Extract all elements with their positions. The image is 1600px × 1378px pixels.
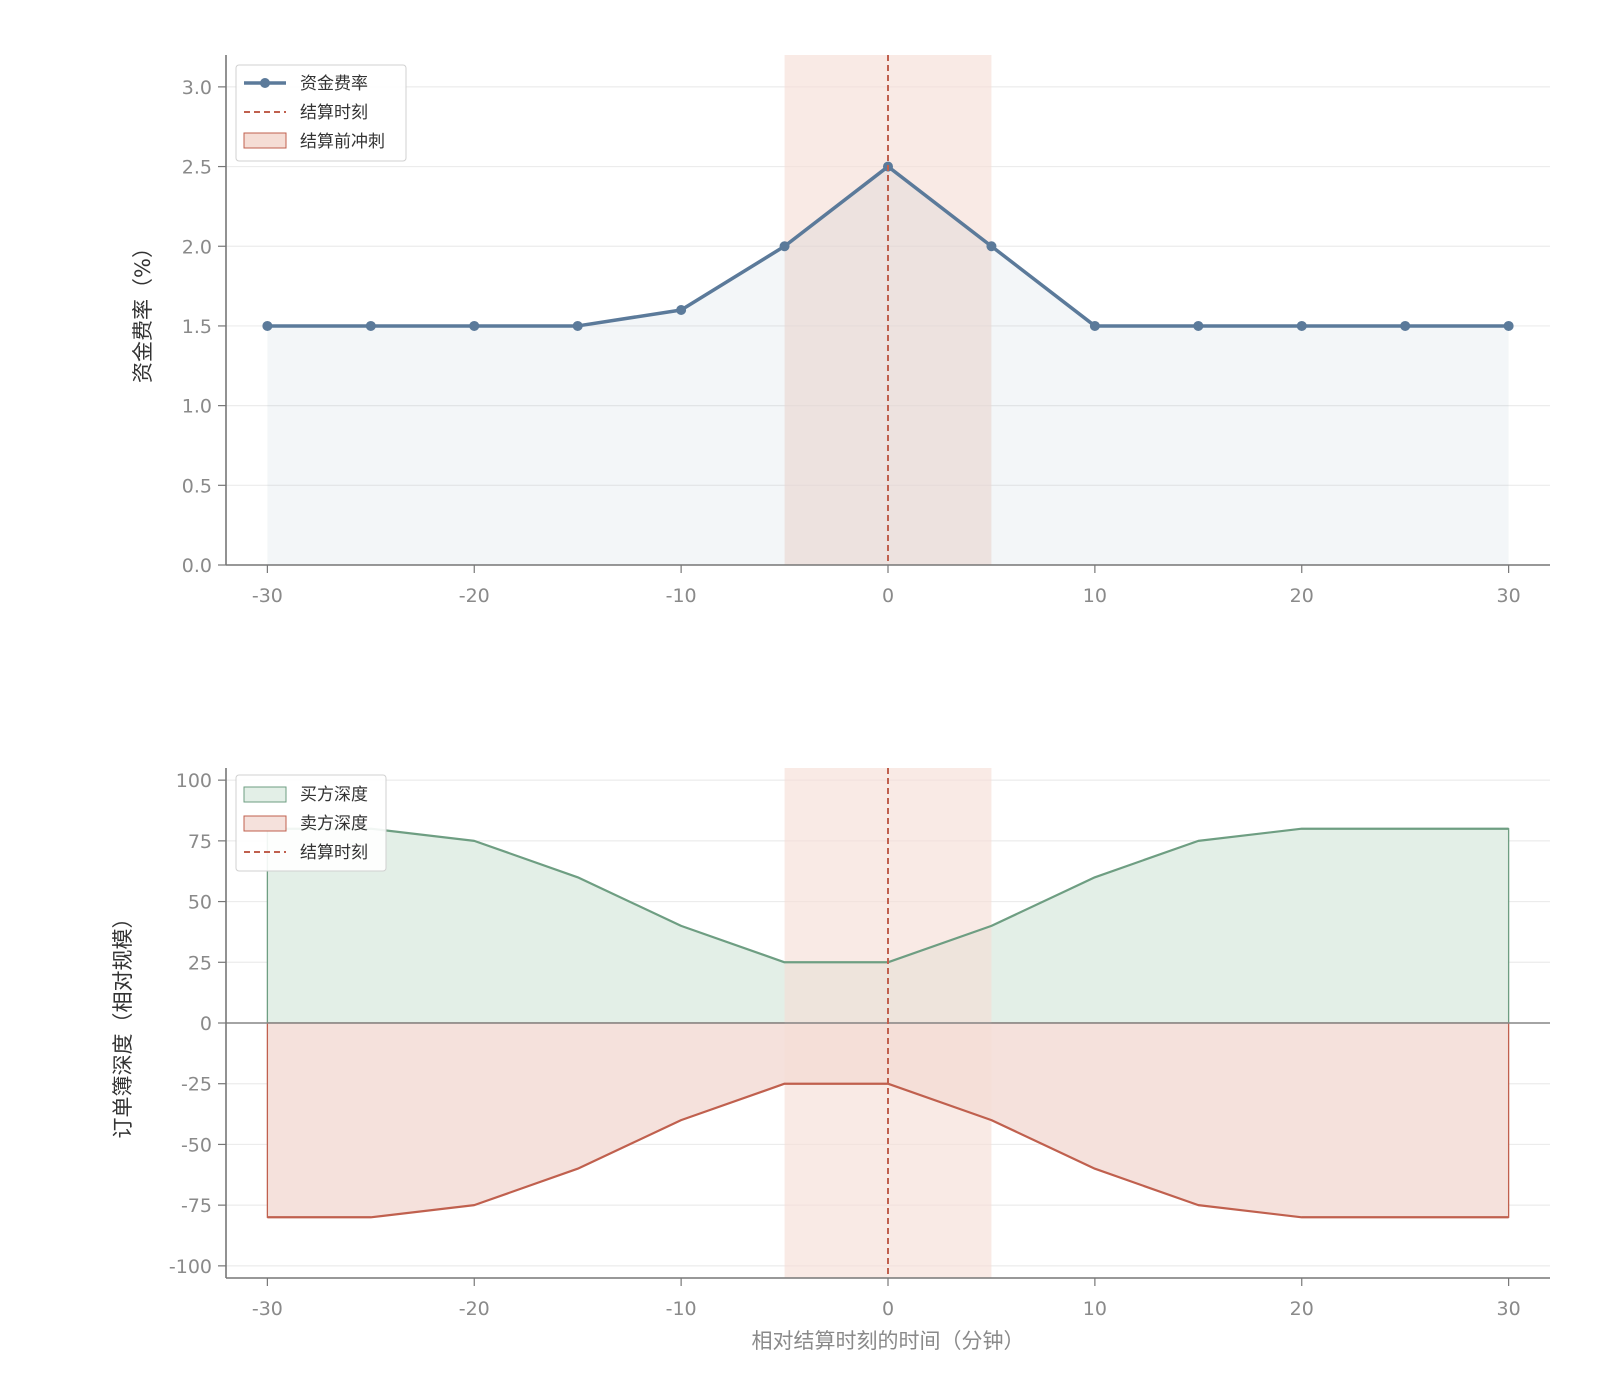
p1-ytick-label: 3.0 <box>182 77 212 99</box>
p2-ytick-label: 100 <box>176 770 212 792</box>
p2-axes <box>218 768 1550 1286</box>
p1-ytick-label: 1.0 <box>182 396 212 418</box>
p1-funding-point <box>572 320 583 331</box>
p2-y-axis-label: 订单簿深度（相对规模） <box>111 908 135 1139</box>
p2-ytick-label: -25 <box>181 1074 212 1096</box>
p1-xtick-label: -20 <box>459 585 490 607</box>
p2-xtick-label: -10 <box>666 1298 697 1320</box>
p1-tick-labels: 0.0 0.5 1.0 1.5 2.0 2.5 3.0 -30 -20 -10 0 10 20 30 <box>182 77 1521 607</box>
p1-xtick-label: -30 <box>252 585 283 607</box>
p1-legend: 资金费率 结算时刻 结算前冲刺 <box>235 64 407 162</box>
p2-xtick-label: 0 <box>882 1298 894 1320</box>
p2-xtick-label: 10 <box>1083 1298 1107 1320</box>
p1-funding-point <box>1296 320 1307 331</box>
p2-legend-label-settlement: 结算时刻 <box>300 843 368 863</box>
p1-funding-point <box>676 305 687 315</box>
p1-legend-span-swatch <box>243 132 287 149</box>
p1-legend-label-settlement: 结算时刻 <box>300 103 368 123</box>
p1-legend-marker-swatch <box>260 78 270 88</box>
p1-axes <box>218 55 1550 573</box>
p2-ytick-label: -100 <box>169 1256 212 1278</box>
p2-ytick-label: -75 <box>181 1195 212 1217</box>
p1-xtick-label: 20 <box>1290 585 1314 607</box>
p2-legend-label-sell: 卖方深度 <box>300 814 368 834</box>
p2-legend-label-buy: 买方深度 <box>300 785 368 805</box>
p1-xtick-label: 0 <box>882 585 894 607</box>
p1-funding-point <box>365 320 376 331</box>
p1-ytick-label: 0.5 <box>182 475 212 497</box>
p1-funding-point <box>986 241 997 252</box>
p1-funding-point <box>262 320 273 331</box>
funding-rate-panel: 0.0 0.5 1.0 1.5 2.0 2.5 3.0 -30 -20 -10 0 10 20 30 资金… <box>131 55 1550 607</box>
p1-xtick-label: -10 <box>666 585 697 607</box>
p2-legend-sell-swatch <box>243 815 287 832</box>
p1-funding-point <box>1193 320 1204 331</box>
p2-legend: 买方深度 卖方深度 结算时刻 <box>235 774 387 872</box>
p2-xtick-label: -20 <box>459 1298 490 1320</box>
p2-ytick-label: 75 <box>188 831 212 853</box>
p1-y-axis-label: 资金费率（%） <box>131 237 155 383</box>
p1-funding-point <box>1089 320 1100 331</box>
p1-funding-point <box>1400 320 1411 331</box>
p2-ytick-label: -50 <box>181 1134 212 1156</box>
p1-funding-point <box>1503 320 1514 331</box>
p2-xtick-label: 30 <box>1497 1298 1521 1320</box>
p2-legend-buy-swatch <box>243 786 287 803</box>
p1-funding-point <box>779 241 790 252</box>
p1-legend-label-funding-rate: 资金费率 <box>300 74 368 94</box>
p2-xtick-label: -30 <box>252 1298 283 1320</box>
p1-ytick-label: 0.0 <box>182 555 212 577</box>
p2-xtick-label: 20 <box>1290 1298 1314 1320</box>
p2-x-axis-label: 相对结算时刻的时间（分钟） <box>752 1329 1025 1353</box>
p2-ytick-label: 50 <box>188 892 212 914</box>
p1-xtick-label: 10 <box>1083 585 1107 607</box>
p1-ytick-label: 1.5 <box>182 316 212 338</box>
p1-legend-label-sprint: 结算前冲刺 <box>300 132 385 152</box>
p2-ytick-label: 25 <box>188 952 212 974</box>
p1-xtick-label: 30 <box>1497 585 1521 607</box>
p2-ytick-label: 0 <box>200 1013 212 1035</box>
p1-funding-point <box>469 320 480 331</box>
p1-ytick-label: 2.5 <box>182 157 212 179</box>
p1-ytick-label: 2.0 <box>182 236 212 258</box>
